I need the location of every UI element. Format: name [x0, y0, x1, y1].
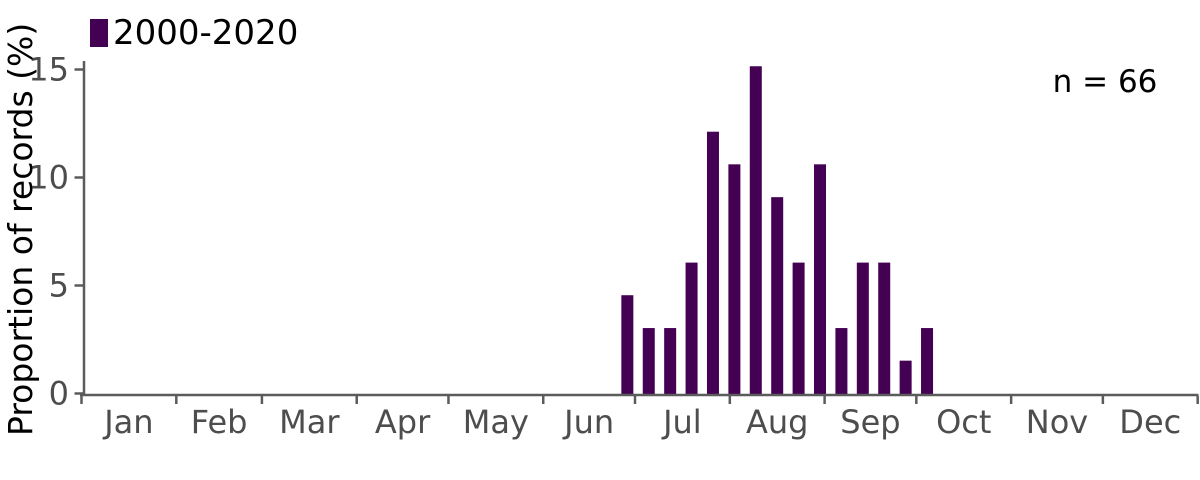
legend-swatch: [90, 19, 108, 47]
x-tick-label-apr: Apr: [375, 403, 431, 441]
bar-week-27: [642, 328, 655, 395]
bar-week-37: [856, 262, 869, 395]
bar-week-29: [685, 262, 698, 395]
y-tick-label-5: 5: [49, 267, 69, 305]
legend: 2000-2020: [90, 16, 298, 50]
bar-week-31: [728, 164, 741, 395]
x-tick-label-dec: Dec: [1119, 403, 1181, 441]
x-tick-label-may: May: [463, 403, 529, 441]
x-tick-label-nov: Nov: [1026, 403, 1088, 441]
bar-week-28: [664, 328, 677, 395]
bar-week-33: [771, 197, 784, 395]
y-axis-title: Proportion of records (%): [1, 22, 40, 436]
bar-week-34: [792, 262, 805, 395]
bar-week-26: [621, 295, 634, 395]
y-tick-label-0: 0: [49, 375, 69, 413]
bar-week-32: [749, 66, 762, 395]
bar-week-40: [921, 328, 934, 395]
legend-label: 2000-2020: [113, 13, 299, 53]
bar-week-36: [835, 328, 848, 395]
x-tick-label-sep: Sep: [840, 403, 900, 441]
x-tick-label-jan: Jan: [102, 403, 153, 441]
x-tick-label-aug: Aug: [746, 403, 808, 441]
y-tick-label-15: 15: [28, 51, 69, 89]
bar-week-30: [706, 131, 719, 395]
x-tick-label-jul: Jul: [661, 403, 702, 441]
bar-week-35: [814, 164, 827, 395]
x-tick-label-feb: Feb: [191, 403, 248, 441]
y-tick-label-10: 10: [28, 159, 69, 197]
x-tick-label-jun: Jun: [562, 403, 614, 441]
x-tick-label-mar: Mar: [279, 403, 340, 441]
bar-week-38: [878, 262, 891, 395]
x-tick-label-oct: Oct: [936, 403, 991, 441]
sample-size-annotation: n = 66: [1052, 64, 1158, 100]
bar-week-39: [899, 360, 912, 395]
